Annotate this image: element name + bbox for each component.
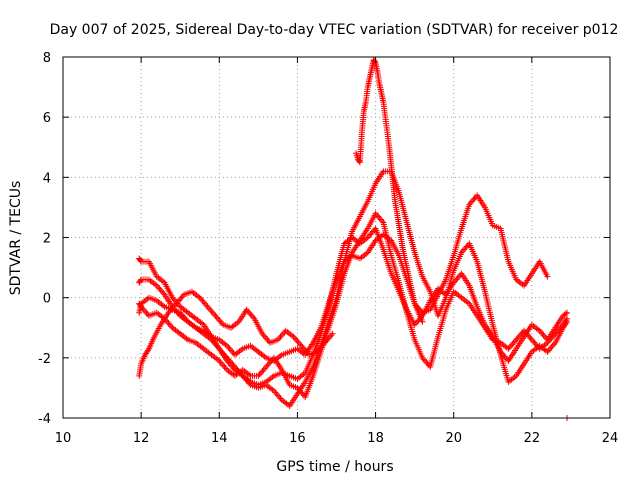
trace-a-point [137, 257, 144, 264]
trace-d-point [137, 277, 144, 284]
y-tick-label: -4 [38, 412, 51, 427]
x-tick-label: 14 [211, 431, 228, 446]
trace-f-point [356, 158, 363, 165]
x-tick-label: 22 [524, 431, 541, 446]
x-tick-label: 24 [602, 431, 619, 446]
x-tick-labels: 10 12 14 16 18 20 22 24 [55, 431, 619, 446]
trace-c-point [564, 315, 571, 322]
y-tick-labels: -4 -2 0 2 4 6 8 [38, 51, 51, 427]
data-points [136, 57, 571, 421]
y-tick-label: 8 [43, 51, 51, 66]
y-tick-label: 4 [43, 171, 51, 186]
trace-a-point [562, 310, 569, 317]
grid-lines [63, 57, 610, 418]
x-tick-label: 20 [445, 431, 462, 446]
trace-a-point [564, 309, 571, 316]
y-axis-label: SDTVAR / TECUs [8, 181, 24, 296]
y-tick-label: -2 [38, 352, 51, 367]
trace-e-point [329, 330, 336, 337]
trace-f-point [419, 318, 426, 325]
x-tick-label: 12 [133, 431, 150, 446]
chart-title: Day 007 of 2025, Sidereal Day-to-day VTE… [50, 22, 619, 38]
x-axis-label: GPS time / hours [276, 459, 393, 475]
y-tick-label: 6 [43, 111, 51, 126]
x-tick-label: 10 [55, 431, 72, 446]
x-tick-label: 16 [289, 431, 306, 446]
axis-ticks [62, 56, 611, 419]
y-tick-label: 0 [43, 292, 51, 307]
trace-d-point [544, 273, 551, 280]
x-tick-label: 18 [367, 431, 384, 446]
y-tick-label: 2 [43, 232, 51, 247]
trace-f-point [371, 59, 378, 66]
